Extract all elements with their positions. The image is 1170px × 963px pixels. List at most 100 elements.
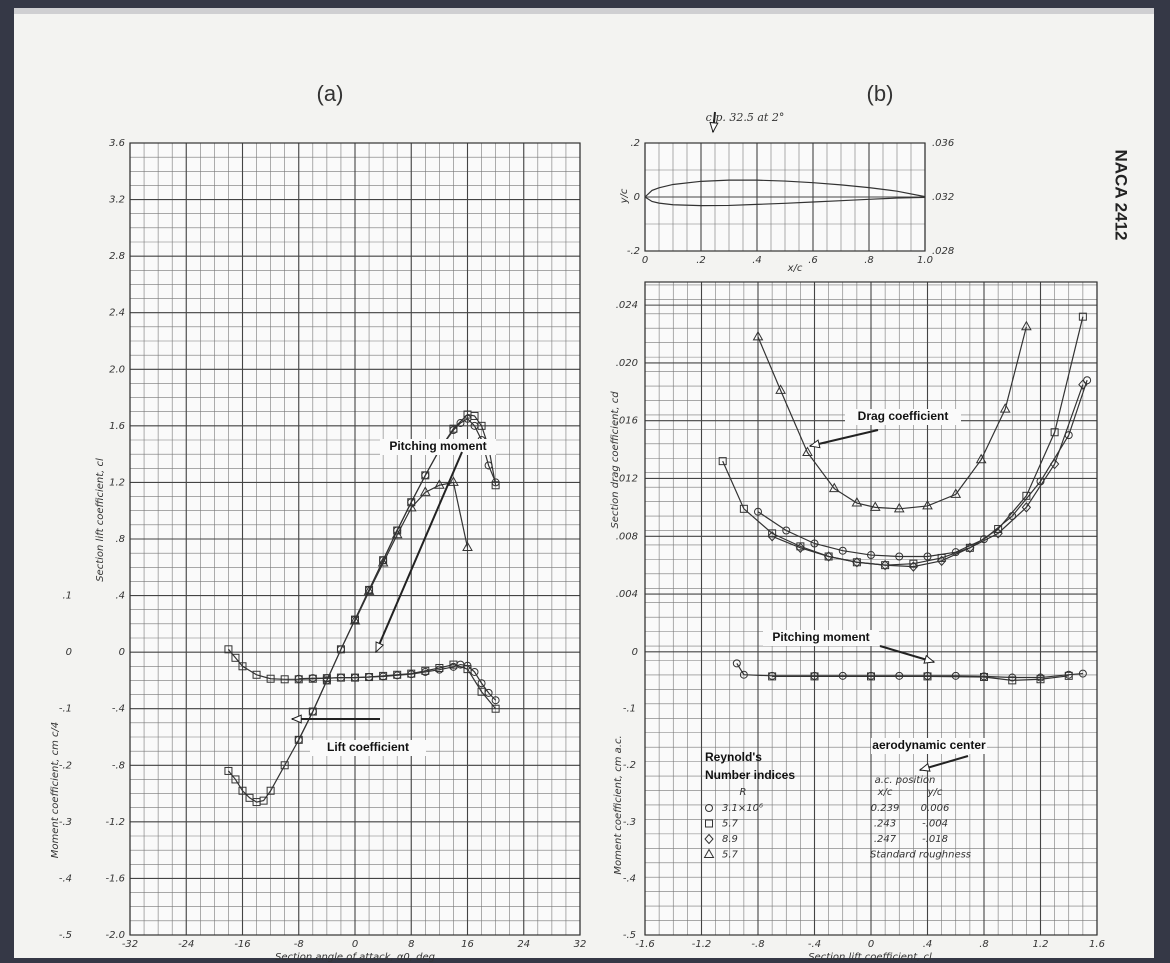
x-tick-label: -16	[234, 939, 250, 950]
marker	[810, 539, 819, 548]
marker	[869, 501, 881, 511]
marker	[449, 662, 458, 671]
marker	[851, 497, 863, 507]
marker	[893, 502, 905, 513]
marker	[895, 552, 904, 561]
y-tick-label: -1.6	[105, 873, 125, 884]
x-tick-label: -8	[294, 939, 304, 950]
marker	[852, 557, 862, 568]
annotation: Pitching moment	[772, 630, 869, 644]
marker	[470, 411, 479, 420]
y2-tick-label: -.2	[59, 760, 72, 771]
legend-header: y/c	[927, 787, 943, 798]
marker	[993, 528, 1003, 539]
marker	[294, 674, 303, 683]
y-tick-label: .2	[630, 138, 640, 149]
y-axis-label: y/c	[619, 188, 630, 204]
legend-cell: .247	[874, 834, 897, 845]
marker	[238, 786, 247, 795]
series-line	[227, 413, 497, 803]
y-tick-label: -.8	[112, 760, 125, 771]
x-tick-label: 0	[352, 939, 358, 950]
marker	[1078, 669, 1087, 678]
annotation: aerodynamic center	[872, 738, 986, 752]
marker	[470, 667, 479, 676]
marker	[1050, 428, 1059, 437]
legend-header: R	[740, 787, 747, 798]
x-tick-label: -32	[122, 939, 138, 950]
y2-axis-label: Moment coefficient, cm c/4	[50, 722, 61, 859]
x-axis-label: Section angle of attack, α0, deg	[275, 952, 435, 963]
marker	[1022, 491, 1031, 500]
marker	[795, 542, 806, 554]
y-tick-label: .008	[616, 531, 638, 542]
marker	[980, 672, 988, 681]
marker	[393, 671, 402, 680]
y2-tick-label: -.1	[623, 704, 636, 715]
marker	[1078, 379, 1088, 390]
y-tick-label: .4	[115, 591, 125, 602]
marker	[365, 673, 374, 682]
x-tick-label: 1.2	[1033, 939, 1049, 950]
marker	[308, 707, 317, 716]
arrow	[809, 429, 879, 447]
marker	[775, 384, 786, 394]
annotation-bg	[310, 740, 426, 756]
marker	[449, 424, 458, 433]
marker	[484, 688, 493, 697]
y-tick-label: 2.4	[109, 308, 125, 319]
legend-cell: .243	[874, 819, 896, 830]
legend-cell: Standard roughness	[870, 850, 971, 861]
panel-title: (a)	[317, 81, 344, 106]
y-axis-label: Section drag coefficient, cd	[610, 391, 621, 529]
y-tick-label: 0	[632, 647, 638, 658]
marker	[922, 499, 933, 510]
series-line	[722, 316, 1084, 566]
marker	[767, 531, 777, 542]
x-tick-label: .4	[752, 255, 762, 266]
y2-tick-label: -.4	[623, 873, 636, 884]
marker	[280, 675, 289, 684]
airfoil-name: NACA 2412	[1112, 149, 1131, 240]
marker	[448, 476, 459, 486]
marker	[491, 696, 500, 705]
y-axis-label: Section lift coefficient, cl	[95, 458, 106, 582]
marker	[419, 486, 431, 496]
arrow-head	[709, 121, 719, 134]
marker	[936, 555, 947, 567]
y-tick-label: 3.6	[109, 138, 125, 149]
y2-tick-label: .1	[62, 591, 72, 602]
marker	[704, 833, 714, 845]
marker	[491, 481, 500, 490]
y-tick-label: 0	[119, 647, 125, 658]
y-tick-label: .004	[616, 589, 638, 600]
y2-tick-label: -.3	[59, 817, 72, 828]
marker	[349, 615, 361, 625]
marker	[810, 672, 819, 681]
arrow-head	[918, 762, 931, 772]
y-tick-label: -.2	[627, 246, 640, 257]
x-tick-label: -1.2	[692, 939, 712, 950]
marker	[391, 528, 403, 539]
marker	[224, 645, 233, 654]
y2-tick-label: -.5	[623, 930, 636, 941]
marker	[951, 671, 960, 680]
marker	[407, 498, 416, 507]
marker	[880, 559, 890, 571]
marker	[739, 504, 748, 513]
series-line	[757, 326, 1027, 510]
series-line	[644, 196, 926, 207]
arrow-head	[808, 439, 821, 449]
x-tick-label: 16	[461, 939, 474, 950]
marker	[1049, 458, 1060, 470]
marker	[1021, 502, 1032, 513]
legend-title: Number indices	[705, 768, 795, 782]
marker	[421, 667, 430, 676]
marker	[294, 735, 303, 744]
marker	[802, 446, 813, 456]
y2-tick-label: -.3	[623, 817, 636, 828]
y2-tick-label: -.2	[623, 760, 636, 771]
marker	[703, 848, 715, 858]
series-line	[644, 179, 926, 198]
marker	[768, 672, 777, 681]
